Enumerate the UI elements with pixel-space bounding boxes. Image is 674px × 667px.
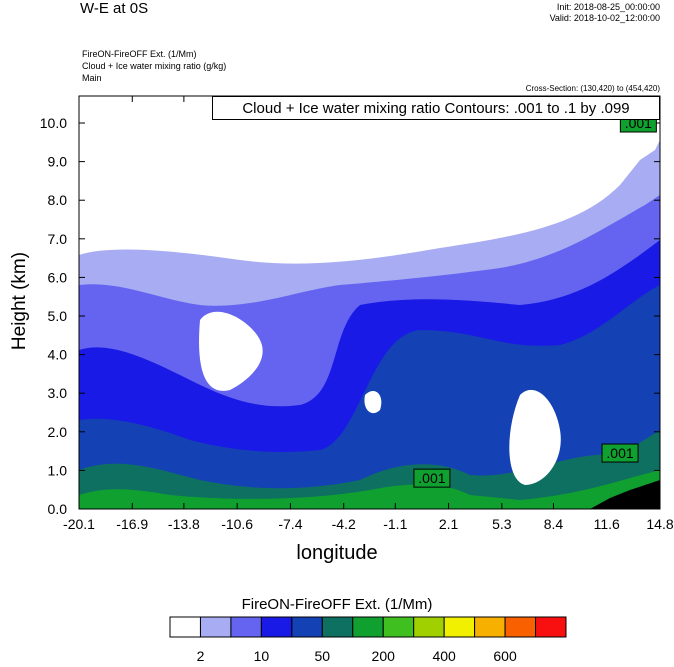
x-tick-label: -20.1 [63, 516, 95, 532]
x-tick-label: 2.1 [439, 516, 459, 532]
x-tick-label: -10.6 [221, 516, 253, 532]
colorbar-swatch [230, 616, 262, 638]
heatmap-field [79, 96, 660, 509]
colorbar-label: 600 [493, 648, 517, 664]
colorbar-label: 50 [315, 648, 331, 664]
colorbar-swatch [443, 616, 476, 638]
x-tick-label: 11.6 [594, 516, 620, 532]
colorbar: 2 10 50 200 400 600 [169, 616, 567, 664]
x-tick-label: -16.9 [116, 516, 148, 532]
y-tick-label: 10.0 [40, 115, 67, 131]
x-tick-label: 5.3 [492, 516, 512, 532]
valid-time: Valid: 2018-10-02_12:00:00 [549, 13, 660, 23]
y-tick-label: 0.0 [48, 501, 68, 517]
x-tick-label: 14.8 [646, 516, 673, 532]
colorbar-swatch [199, 616, 232, 638]
contour-label-box [413, 468, 451, 488]
y-tick-label: 2.0 [48, 424, 68, 440]
contour-info-label: Cloud + Ice water mixing ratio Contours:… [212, 96, 660, 120]
terrain [590, 480, 660, 509]
contour-labels: .001.001.001 [413, 113, 657, 488]
colorbar-swatch [382, 616, 415, 638]
field-layer-green [79, 470, 660, 509]
colorbar-swatch [504, 616, 537, 638]
field-layer-teal [79, 430, 660, 509]
y-tick-label: 6.0 [48, 269, 68, 285]
colorbar-label: 10 [254, 648, 270, 664]
domain-label: Main [82, 73, 102, 83]
colorbar-label: 2 [197, 648, 205, 664]
colorbar-swatch [321, 616, 354, 638]
contour-label-box [601, 443, 639, 463]
contour-field-label: Cloud + Ice water mixing ratio (g/kg) [82, 61, 227, 71]
white-gap [509, 389, 561, 485]
x-tick-label: -1.1 [383, 516, 407, 532]
colorbar-label: 200 [372, 648, 396, 664]
field-label: FireON-FireOFF Ext. (1/Mm) [82, 49, 197, 59]
colorbar-swatch [260, 616, 293, 638]
x-tick-label: -7.4 [278, 516, 302, 532]
axis-ticks: -20.1 -16.9 -13.8 -10.6 -7.4 -4.2 -1.1 2.1 5.3 8.… [40, 96, 674, 532]
colorbar-swatch [413, 616, 445, 638]
colorbar-swatch [291, 616, 323, 638]
x-axis-label: longitude [296, 542, 378, 564]
colorbar-swatch [474, 616, 506, 638]
plot-title: W-E at 0S [80, 0, 149, 17]
y-tick-label: 7.0 [48, 231, 68, 247]
y-tick-label: 8.0 [48, 192, 68, 208]
contour-label: .001 [606, 445, 633, 461]
colorbar-swatch [169, 616, 201, 638]
x-tick-label: -13.8 [168, 516, 200, 532]
colorbar-label: 400 [432, 648, 456, 664]
y-tick-label: 3.0 [48, 385, 68, 401]
y-tick-label: 4.0 [48, 347, 68, 363]
cross-section-label: Cross-Section: (130,420) to (454,420) [525, 84, 660, 93]
white-gap [364, 390, 382, 414]
colorbar-swatch [535, 616, 567, 638]
x-tick-label: 8.4 [544, 516, 564, 532]
y-tick-label: 1.0 [48, 462, 68, 478]
white-gap [199, 311, 263, 391]
colorbar-title: FireON-FireOFF Ext. (1/Mm) [241, 596, 433, 613]
y-tick-label: 5.0 [48, 308, 68, 324]
colorbar-swatch [352, 616, 384, 638]
y-axis-label: Height (km) [9, 251, 30, 351]
y-tick-label: 9.0 [48, 154, 68, 170]
x-tick-label: -4.2 [332, 516, 356, 532]
contour-label: .001 [418, 470, 445, 486]
init-time: Init: 2018-08-25_00:00:00 [556, 2, 660, 12]
